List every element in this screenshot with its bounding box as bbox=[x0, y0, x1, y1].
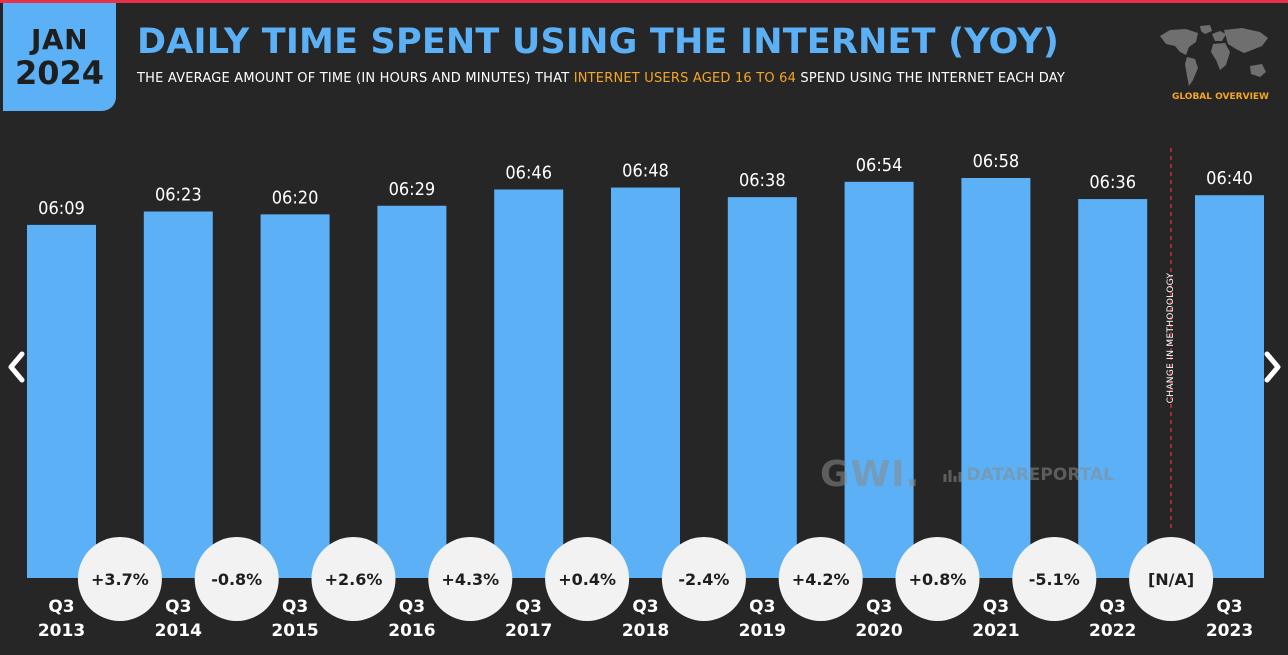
watermark: GWI. DATAREPORTAL bbox=[820, 454, 1114, 495]
x-tick-quarter: Q3 bbox=[749, 597, 775, 617]
bar bbox=[260, 214, 330, 578]
datareportal-logo-icon bbox=[943, 469, 962, 482]
bar-value-label: 06:20 bbox=[272, 187, 319, 208]
bar bbox=[494, 189, 564, 578]
x-tick-year: 2019 bbox=[739, 621, 786, 641]
methodology-note: CHANGE IN METHODOLOGY bbox=[1166, 272, 1176, 404]
x-tick-quarter: Q3 bbox=[983, 597, 1009, 617]
x-tick-year: 2020 bbox=[855, 621, 902, 641]
bar-value-label: 06:09 bbox=[38, 198, 85, 219]
x-tick-quarter: Q3 bbox=[165, 597, 191, 617]
change-bubble bbox=[661, 537, 746, 621]
change-bubble bbox=[428, 537, 513, 621]
x-tick-year: 2023 bbox=[1206, 621, 1253, 641]
change-label: -0.8% bbox=[211, 570, 262, 589]
chevron-left-icon[interactable] bbox=[4, 350, 28, 384]
change-bubble bbox=[545, 537, 630, 621]
bar-value-label: 06:58 bbox=[973, 151, 1020, 172]
x-tick-quarter: Q3 bbox=[866, 597, 892, 617]
top-stripe bbox=[0, 0, 1288, 3]
bar-value-label: 06:46 bbox=[505, 162, 552, 183]
x-tick-year: 2021 bbox=[972, 621, 1019, 641]
change-label: -5.1% bbox=[1029, 570, 1080, 589]
x-tick-year: 2016 bbox=[388, 621, 435, 641]
bar-value-label: 06:40 bbox=[1206, 168, 1253, 189]
bar-value-label: 06:36 bbox=[1089, 172, 1136, 193]
bar-value-label: 06:29 bbox=[389, 179, 436, 200]
chevron-right-icon[interactable] bbox=[1261, 350, 1285, 384]
x-tick-quarter: Q3 bbox=[1100, 597, 1126, 617]
change-bubble bbox=[1012, 537, 1097, 621]
bar bbox=[961, 178, 1031, 578]
global-overview-label: GLOBAL OVERVIEW bbox=[1172, 92, 1269, 102]
bar bbox=[1195, 195, 1264, 578]
x-tick-quarter: Q3 bbox=[399, 597, 425, 617]
badge-month: JAN bbox=[30, 22, 89, 56]
gwi-logo: GWI. bbox=[820, 454, 921, 495]
change-label: -2.4% bbox=[678, 570, 729, 589]
badge-year: 2024 bbox=[14, 53, 105, 92]
x-tick-year: 2018 bbox=[622, 621, 669, 641]
bar bbox=[727, 197, 797, 578]
change-label: +4.3% bbox=[441, 570, 499, 589]
datareportal-text: DATAREPORTAL bbox=[966, 464, 1114, 485]
bar-value-label: 06:38 bbox=[739, 170, 786, 191]
date-badge: JAN 2024 bbox=[3, 3, 116, 111]
change-label: +2.6% bbox=[325, 570, 383, 589]
x-tick-quarter: Q3 bbox=[516, 597, 542, 617]
bar bbox=[143, 211, 213, 578]
change-bubble bbox=[895, 537, 980, 621]
x-tick-year: 2015 bbox=[271, 621, 318, 641]
chart-subtitle: THE AVERAGE AMOUNT OF TIME (IN HOURS AND… bbox=[137, 71, 1065, 86]
change-label: +0.4% bbox=[558, 570, 616, 589]
bar-value-label: 06:48 bbox=[622, 161, 669, 182]
change-label: [N/A] bbox=[1148, 570, 1194, 589]
x-tick-quarter: Q3 bbox=[1216, 597, 1242, 617]
bar-value-label: 06:54 bbox=[856, 155, 903, 176]
x-tick-year: 2013 bbox=[38, 621, 85, 641]
datareportal-logo: DATAREPORTAL bbox=[942, 465, 1114, 485]
change-label: +0.8% bbox=[909, 570, 967, 589]
bar bbox=[1078, 199, 1148, 579]
x-tick-quarter: Q3 bbox=[632, 597, 658, 617]
change-bubble bbox=[1129, 537, 1214, 621]
bar bbox=[27, 224, 96, 578]
x-tick-year: 2017 bbox=[505, 621, 552, 641]
x-tick-quarter: Q3 bbox=[48, 597, 74, 617]
change-bubble bbox=[77, 537, 162, 621]
change-bubble bbox=[778, 537, 863, 621]
change-bubble bbox=[194, 537, 279, 621]
change-label: +3.7% bbox=[91, 570, 149, 589]
x-tick-quarter: Q3 bbox=[282, 597, 308, 617]
x-tick-year: 2022 bbox=[1089, 621, 1136, 641]
subtitle-highlight: INTERNET USERS AGED 16 TO 64 bbox=[573, 71, 797, 86]
world-map-icon bbox=[1160, 25, 1268, 86]
bar bbox=[611, 187, 680, 578]
bar bbox=[844, 181, 914, 578]
chart-title: DAILY TIME SPENT USING THE INTERNET (YOY… bbox=[137, 22, 1060, 62]
change-bubble bbox=[311, 537, 396, 621]
subtitle-text-end: SPEND USING THE INTERNET EACH DAY bbox=[796, 71, 1066, 86]
bar-value-label: 06:23 bbox=[155, 184, 202, 205]
change-label: +4.2% bbox=[792, 570, 850, 589]
x-tick-year: 2014 bbox=[155, 621, 202, 641]
subtitle-text-start: THE AVERAGE AMOUNT OF TIME (IN HOURS AND… bbox=[137, 71, 574, 86]
bar bbox=[377, 205, 447, 578]
